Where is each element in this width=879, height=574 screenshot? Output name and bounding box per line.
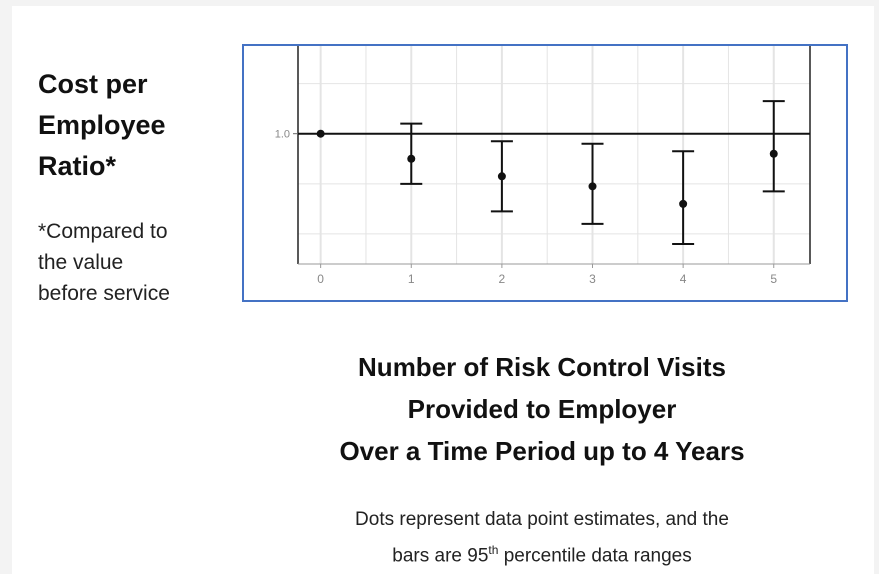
y-axis-note-line: before service: [38, 282, 170, 305]
data-point: [769, 149, 778, 158]
y-axis-note-line: *Compared to: [38, 220, 168, 243]
footnote-superscript: th: [488, 543, 499, 557]
x-tick-label: 0: [317, 272, 324, 286]
x-tick-label: 5: [770, 272, 777, 286]
error-bar-chart: 1.0 0 1 2 3 4 5: [275, 46, 811, 286]
x-tick-label: 4: [680, 272, 687, 286]
footnote-text: percentile data ranges: [498, 545, 692, 567]
chart-footnote: Dots represent data point estimates, and…: [242, 505, 842, 571]
data-point: [497, 172, 506, 181]
footnote-line-2: bars are 95th percentile data ranges: [242, 535, 842, 571]
footnote-text: bars are 95: [392, 545, 489, 567]
y-axis-note-line: the value: [38, 251, 124, 274]
x-axis-title-line: Over a Time Period up to 4 Years: [339, 436, 745, 466]
x-tick-label: 2: [499, 272, 506, 286]
x-tick-label: 1: [408, 272, 415, 286]
y-axis-title-line: Employee: [38, 110, 166, 140]
data-point: [407, 154, 416, 163]
y-axis-title-line: Ratio*: [38, 151, 117, 181]
y-axis-title-line: Cost per: [38, 69, 148, 99]
x-axis-title-line: Provided to Employer: [407, 394, 677, 424]
y-axis-note: *Compared to the value before service: [38, 216, 218, 309]
footnote-line-1: Dots represent data point estimates, and…: [355, 509, 729, 530]
x-axis-title: Number of Risk Control Visits Provided t…: [242, 346, 842, 472]
x-axis-title-line: Number of Risk Control Visits: [358, 352, 726, 382]
x-tick-label: 3: [589, 272, 596, 286]
data-point: [588, 182, 597, 191]
y-tick-label: 1.0: [275, 129, 290, 141]
y-axis-title: Cost per Employee Ratio*: [38, 64, 208, 187]
data-point: [679, 199, 688, 208]
chart-frame: 1.0 0 1 2 3 4 5: [242, 44, 848, 302]
data-point: [316, 129, 325, 138]
